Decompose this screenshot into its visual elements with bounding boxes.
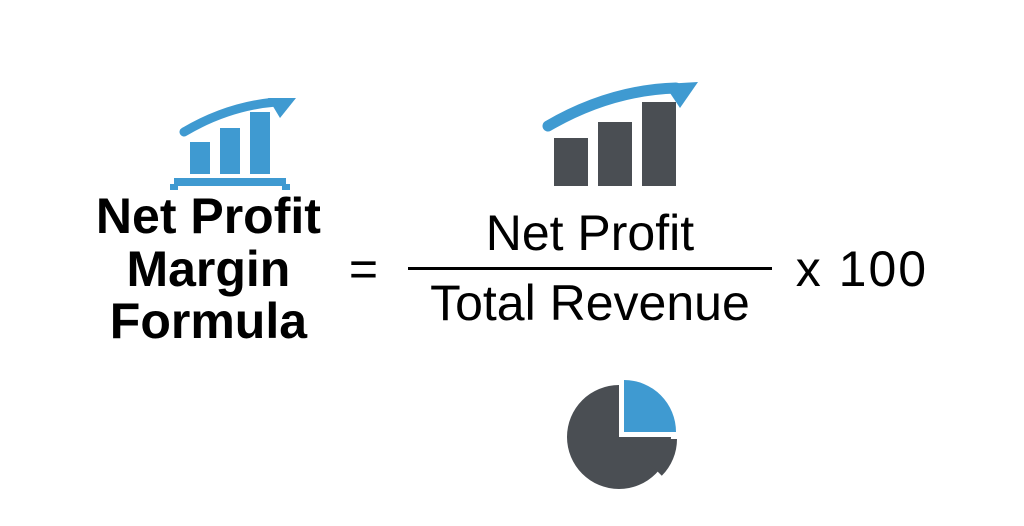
lhs-line3: Formula	[96, 295, 321, 348]
equals-sign: =	[349, 240, 378, 298]
multiplier: x 100	[796, 240, 928, 298]
bar-growth-dark-icon	[540, 82, 700, 190]
lhs-line2: Margin	[96, 243, 321, 296]
numerator: Net Profit	[464, 204, 716, 263]
pie-chart-icon	[560, 378, 678, 496]
formula-canvas: Net Profit Margin Formula = Net Profit T…	[0, 0, 1024, 526]
denominator: Total Revenue	[408, 274, 772, 333]
bar-growth-icon	[168, 98, 298, 190]
formula-row: Net Profit Margin Formula = Net Profit T…	[0, 190, 1024, 348]
fraction: Net Profit Total Revenue	[408, 204, 772, 333]
formula-lhs: Net Profit Margin Formula	[96, 190, 321, 348]
lhs-line1: Net Profit	[96, 190, 321, 243]
fraction-bar	[408, 267, 772, 270]
